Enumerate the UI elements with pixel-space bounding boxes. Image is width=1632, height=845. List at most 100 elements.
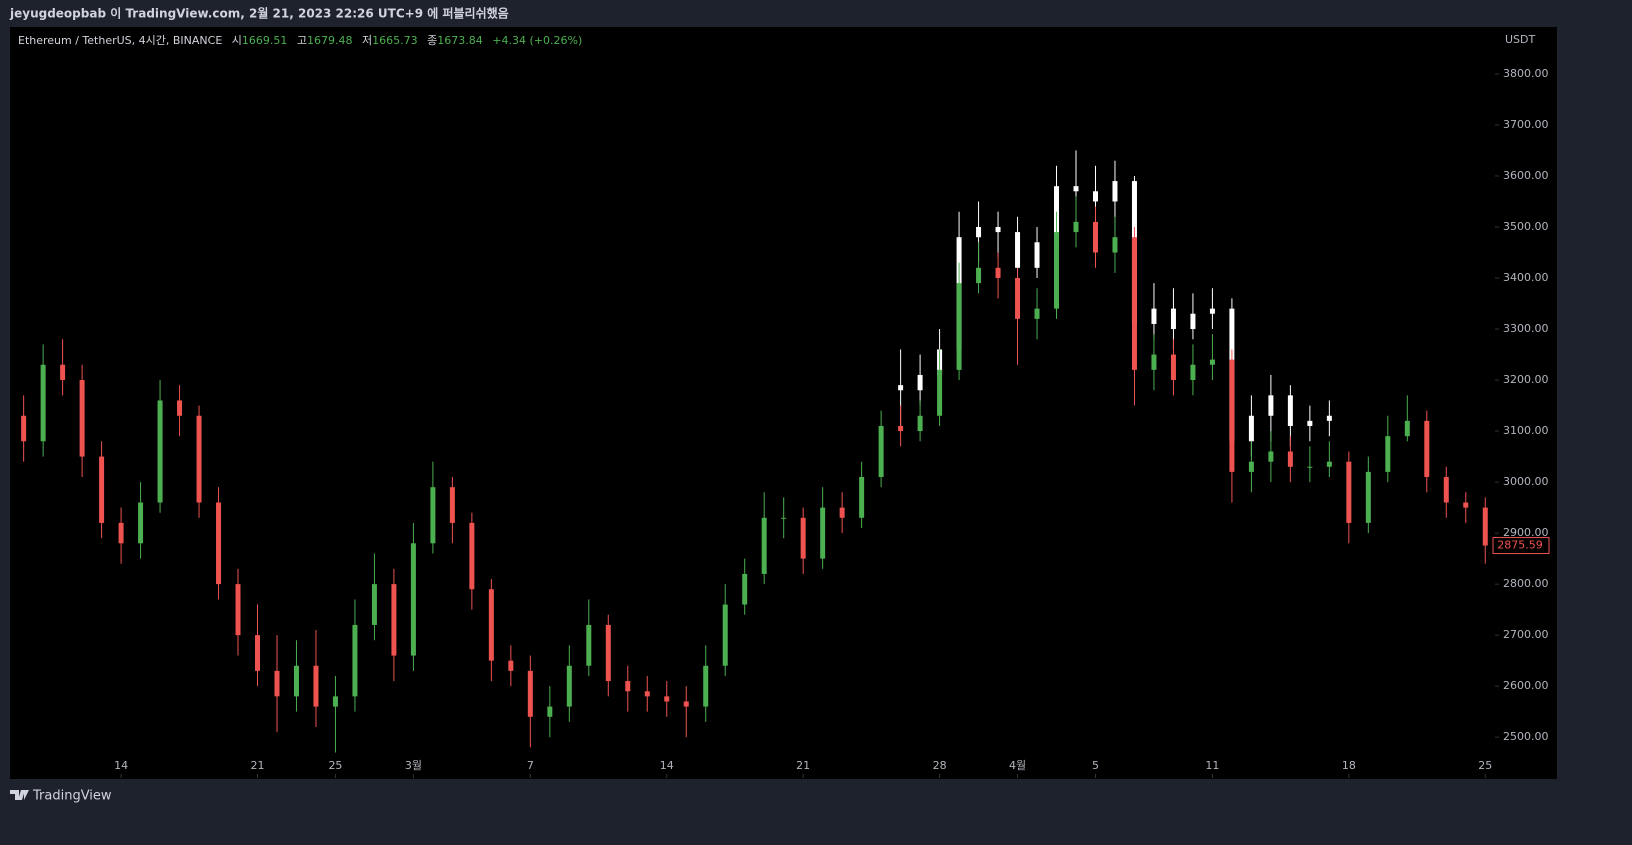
x-tick-label: 21 <box>796 759 810 772</box>
y-tick-label: 3600.00 <box>1503 169 1549 182</box>
candle-body <box>410 543 416 656</box>
candle-body <box>293 665 299 697</box>
candle-body <box>1307 466 1313 468</box>
y-tick-label: 3700.00 <box>1503 118 1549 131</box>
candle-body <box>313 665 319 707</box>
candle-body <box>703 665 709 707</box>
candle-body <box>1112 181 1118 202</box>
candle-body <box>1131 237 1137 370</box>
candle-body <box>21 415 27 442</box>
candle-body <box>937 369 943 416</box>
candle-body <box>1365 471 1371 523</box>
candle-body <box>118 522 124 544</box>
candle-body <box>761 517 767 574</box>
y-tick-label: 2800.00 <box>1503 577 1549 590</box>
label: 고 <box>297 34 307 47</box>
candle-body <box>547 706 553 717</box>
candle-body <box>1385 436 1391 472</box>
candle-body <box>976 267 982 284</box>
candle-body <box>1034 242 1040 268</box>
y-tick-label: 3100.00 <box>1503 424 1549 437</box>
y-tick-label: 3800.00 <box>1503 67 1549 80</box>
x-tick-label: 28 <box>933 759 947 772</box>
candle-body <box>1092 221 1098 253</box>
x-tick-label: 14 <box>114 759 128 772</box>
candle-body <box>332 696 338 707</box>
candle-body <box>995 226 1001 233</box>
y-tick-label: 3400.00 <box>1503 271 1549 284</box>
candle-body <box>1463 502 1469 508</box>
candle-body <box>1326 415 1332 421</box>
candle-body <box>177 400 183 416</box>
candle-body <box>625 681 631 692</box>
candle-body <box>878 425 884 477</box>
candle-body <box>99 456 105 523</box>
x-tick-label: 25 <box>1478 759 1492 772</box>
value: 1679.48 <box>307 34 353 47</box>
y-tick-label: 3200.00 <box>1503 373 1549 386</box>
candle-body <box>722 604 728 666</box>
candle-body <box>352 624 358 697</box>
x-tick-label: 3월 <box>405 759 422 772</box>
x-tick-label: 5 <box>1092 759 1099 772</box>
candle-body <box>898 385 904 391</box>
candle-body <box>1170 308 1176 330</box>
x-tick-label: 11 <box>1205 759 1219 772</box>
y-tick-label: 2700.00 <box>1503 628 1549 641</box>
x-tick-label: 21 <box>251 759 265 772</box>
change: +4.34 (+0.26%) <box>492 34 582 47</box>
candle-body <box>1248 461 1254 472</box>
candle-body <box>430 487 436 544</box>
value: 1669.51 <box>242 34 288 47</box>
candle-body <box>1287 395 1293 426</box>
candle-body <box>1424 420 1430 477</box>
brand: TradingView <box>32 789 112 804</box>
candle-body <box>1054 232 1060 309</box>
candle-body <box>449 487 455 523</box>
symbol: Ethereum / TetherUS, 4시간, BINANCE <box>18 34 222 47</box>
candle-body <box>1073 186 1079 192</box>
x-tick-label: 14 <box>660 759 674 772</box>
candle-body <box>1268 395 1274 416</box>
candle-body <box>1443 476 1449 503</box>
candle-body <box>1151 308 1157 324</box>
candle-body <box>1482 507 1488 546</box>
candle-body <box>644 691 650 697</box>
candle-body <box>800 517 806 559</box>
candle-body <box>1092 191 1098 202</box>
candle-body <box>917 415 923 432</box>
candle-body <box>1073 221 1079 233</box>
candle-body <box>508 660 514 671</box>
y-tick-label: 2500.00 <box>1503 730 1549 743</box>
candle-body <box>956 283 962 370</box>
y-axis-label: USDT <box>1505 33 1536 46</box>
legend: Ethereum / TetherUS, 4시간, BINANCE 시1669.… <box>18 34 582 47</box>
candle-body <box>683 701 689 707</box>
candle-body <box>196 415 202 503</box>
candle-body <box>898 425 904 432</box>
candle-body <box>664 696 670 702</box>
candle-body <box>1326 461 1332 467</box>
label: 시 <box>232 34 242 47</box>
last-price: 2875.59 <box>1497 539 1543 552</box>
x-tick-label: 25 <box>328 759 342 772</box>
candle-body <box>1190 364 1196 381</box>
y-tick-label: 3000.00 <box>1503 475 1549 488</box>
candle-body <box>79 380 85 457</box>
candle-body <box>1209 308 1215 314</box>
candle-body <box>995 267 1001 279</box>
candle-body <box>781 517 787 519</box>
candle-body <box>1307 420 1313 426</box>
candle-body <box>1287 451 1293 467</box>
candle-body <box>1209 359 1215 365</box>
candle-body <box>1015 278 1021 319</box>
candle-body <box>976 226 982 238</box>
candle-body <box>820 507 826 559</box>
x-tick-label: 18 <box>1342 759 1356 772</box>
candle-body <box>859 476 865 518</box>
candle-body <box>138 502 144 544</box>
y-tick-label: 2600.00 <box>1503 679 1549 692</box>
label: 종 <box>427 34 437 47</box>
candle-body <box>527 670 533 717</box>
candle-body <box>274 670 280 697</box>
